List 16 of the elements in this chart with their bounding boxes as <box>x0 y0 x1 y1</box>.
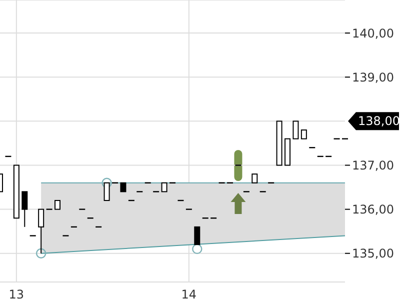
candlestick <box>292 120 299 140</box>
y-tick-label: 139,00 <box>352 70 394 84</box>
point <box>102 178 112 188</box>
y-tick-label: 140,00 <box>352 26 394 40</box>
candlestick <box>104 182 110 201</box>
candlestick <box>38 208 44 254</box>
candlestick <box>194 226 200 246</box>
y-tick-label: 135,00 <box>352 246 394 261</box>
x-tick-label: 13 <box>8 288 24 300</box>
point <box>192 244 202 254</box>
point <box>36 248 46 258</box>
y-tick-label: 136,00 <box>352 202 394 217</box>
x-tick-label: 14 <box>181 288 197 300</box>
ref-line-label: 138,00 <box>358 114 400 128</box>
y-tick-label: 137,00 <box>352 158 394 172</box>
candlestick <box>22 191 28 228</box>
